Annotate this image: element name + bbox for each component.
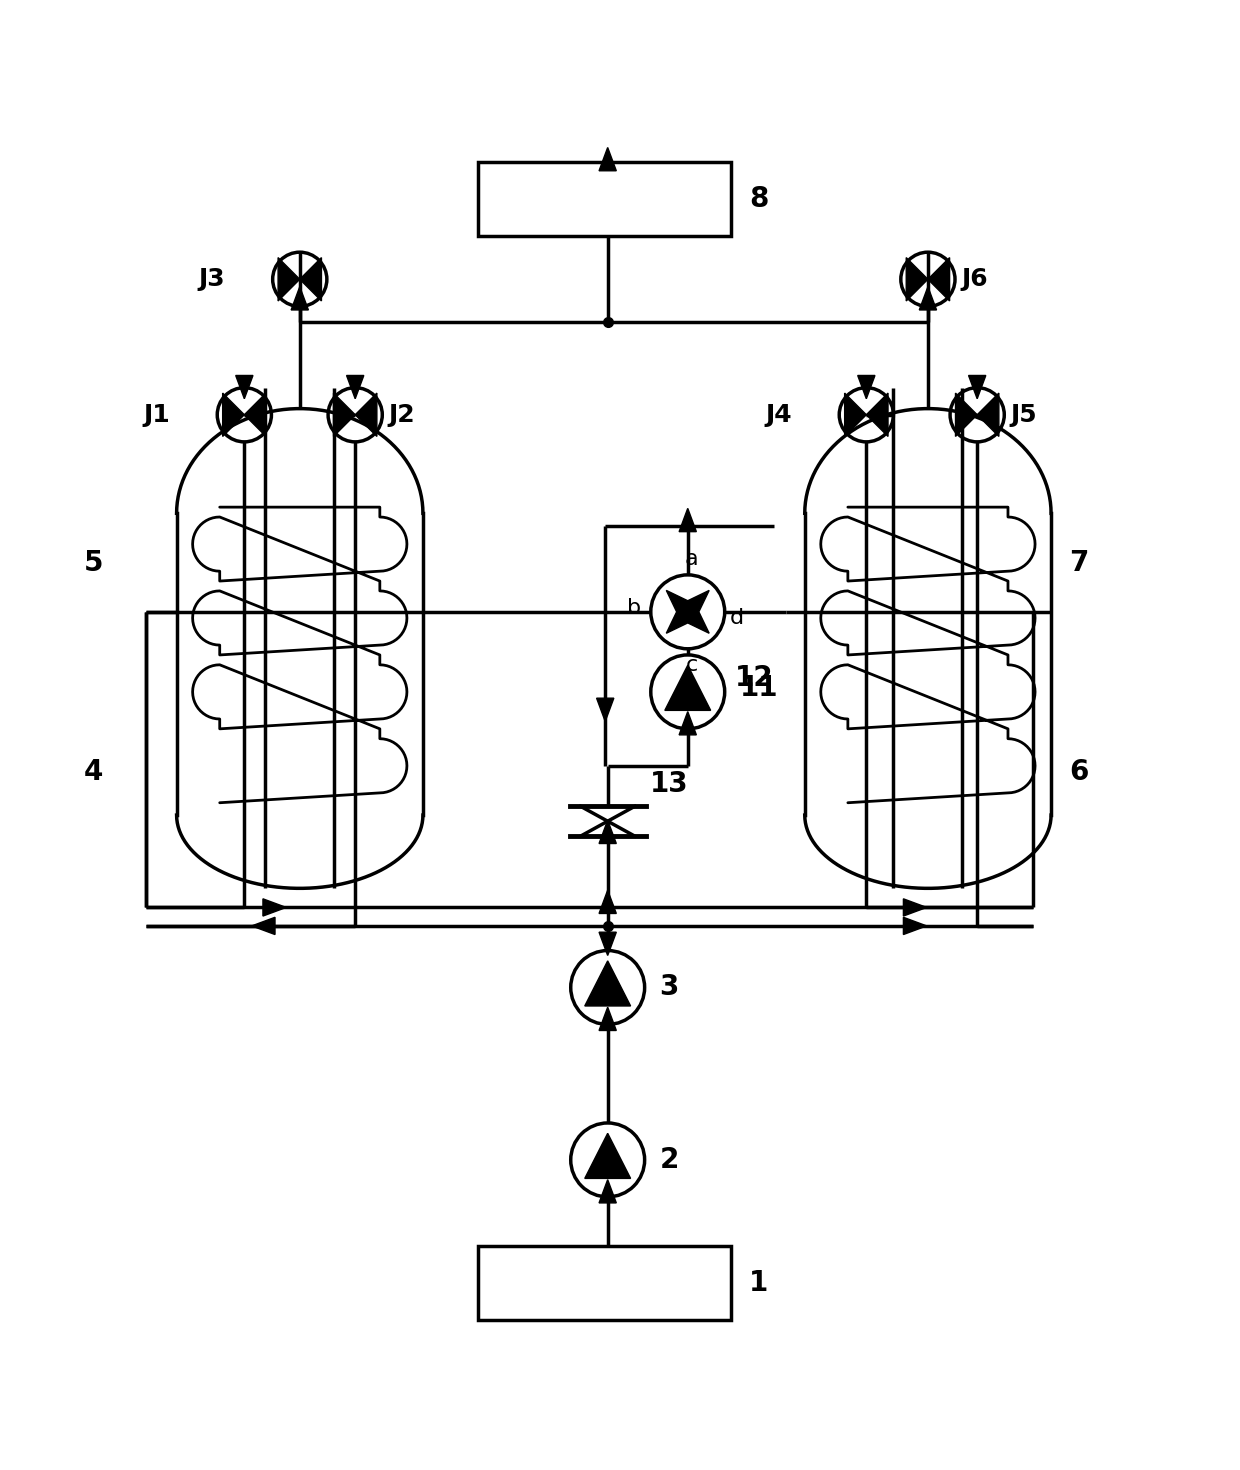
Text: a: a — [684, 548, 698, 569]
Polygon shape — [263, 898, 286, 916]
Text: J5: J5 — [1011, 403, 1037, 426]
Text: J4: J4 — [765, 403, 792, 426]
Polygon shape — [599, 891, 616, 913]
Text: 11: 11 — [739, 675, 777, 703]
Polygon shape — [346, 375, 363, 398]
Polygon shape — [334, 392, 355, 437]
Bar — [479, 162, 730, 237]
Polygon shape — [844, 392, 867, 437]
Polygon shape — [236, 375, 253, 398]
Polygon shape — [666, 591, 709, 634]
Polygon shape — [928, 257, 950, 301]
Polygon shape — [906, 257, 928, 301]
Text: 1: 1 — [749, 1269, 769, 1297]
Text: J2: J2 — [388, 403, 415, 426]
Polygon shape — [291, 287, 309, 310]
Polygon shape — [680, 509, 697, 532]
Polygon shape — [244, 392, 267, 437]
Text: J6: J6 — [961, 268, 988, 291]
Text: b: b — [626, 598, 641, 619]
Polygon shape — [585, 961, 631, 1005]
Polygon shape — [665, 666, 711, 710]
Polygon shape — [252, 917, 275, 935]
Text: 6: 6 — [1070, 759, 1089, 786]
Polygon shape — [599, 147, 616, 171]
Polygon shape — [278, 257, 300, 301]
Polygon shape — [300, 257, 321, 301]
Polygon shape — [904, 898, 926, 916]
Text: 4: 4 — [84, 759, 104, 786]
Polygon shape — [223, 392, 244, 437]
Polygon shape — [680, 711, 697, 735]
Bar — [479, 1247, 730, 1320]
Text: 7: 7 — [1070, 548, 1089, 576]
Polygon shape — [355, 392, 377, 437]
Polygon shape — [599, 932, 616, 956]
Text: d: d — [729, 609, 744, 628]
Polygon shape — [858, 375, 875, 398]
Polygon shape — [956, 392, 977, 437]
Polygon shape — [867, 392, 888, 437]
Polygon shape — [977, 392, 999, 437]
Text: 3: 3 — [660, 973, 678, 1001]
Polygon shape — [968, 375, 986, 398]
Polygon shape — [599, 820, 616, 844]
Text: 8: 8 — [749, 185, 769, 213]
Polygon shape — [599, 1007, 616, 1030]
Polygon shape — [585, 1133, 631, 1179]
Text: J3: J3 — [198, 268, 226, 291]
Text: c: c — [686, 656, 698, 675]
Text: J1: J1 — [144, 403, 170, 426]
Text: 5: 5 — [84, 548, 104, 576]
Polygon shape — [596, 698, 614, 722]
Polygon shape — [904, 917, 926, 935]
Polygon shape — [599, 1179, 616, 1202]
Text: 13: 13 — [650, 770, 688, 798]
Text: 12: 12 — [734, 663, 774, 691]
Text: 2: 2 — [660, 1147, 678, 1175]
Polygon shape — [919, 287, 936, 310]
